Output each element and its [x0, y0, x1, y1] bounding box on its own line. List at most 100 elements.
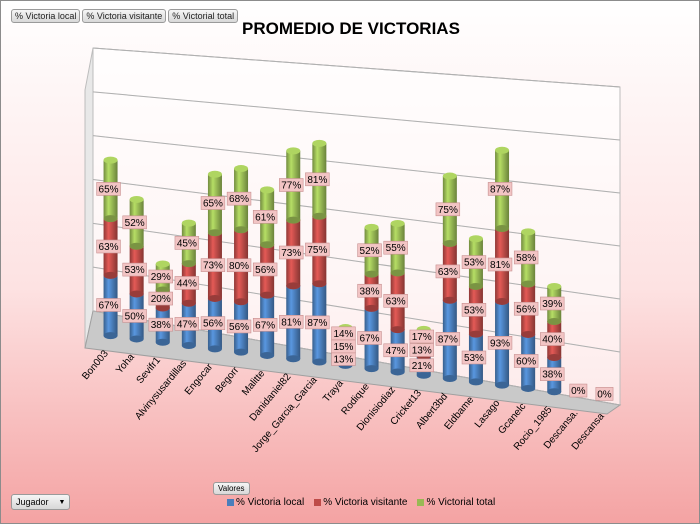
data-label-text: 13%: [412, 346, 432, 357]
legend-label-total: % Victorial total: [426, 497, 496, 508]
data-label: 17%: [409, 329, 434, 344]
data-label: 65%: [96, 182, 121, 196]
jugador-field-dropdown[interactable]: Jugador ▼: [11, 494, 71, 510]
category-label: Sevifr1: [135, 355, 164, 386]
bar-segment-bottom: [286, 355, 301, 363]
bar-segment-bottom: [312, 212, 327, 220]
data-label-box: [383, 293, 408, 308]
data-label-text: 14%: [333, 329, 353, 340]
data-label-box: [331, 326, 356, 341]
data-label-box: [383, 343, 408, 358]
data-label: 13%: [331, 352, 356, 366]
values-field-button[interactable]: Valores: [213, 482, 250, 495]
data-label-box: [122, 309, 147, 323]
data-label-box: [122, 262, 147, 277]
data-label: 38%: [357, 283, 382, 298]
legend-label-visitante: % Victoria visitante: [323, 497, 408, 508]
bar-segment-bottom: [442, 375, 457, 383]
bar-stack: [103, 156, 118, 340]
data-label: 81%: [305, 172, 330, 187]
bar-segment-bottom: [390, 368, 405, 376]
data-label-box: [513, 301, 539, 316]
data-label-box: [305, 172, 330, 187]
data-label: 0%: [569, 383, 588, 398]
data-label-text: 75%: [438, 205, 458, 216]
data-label-box: [305, 242, 330, 257]
data-label: 40%: [540, 332, 565, 346]
data-label-text: 63%: [438, 267, 458, 278]
bar-segment-bottom: [234, 298, 249, 306]
bar-segment-bottom: [547, 388, 562, 396]
left-wall: [84, 47, 94, 349]
data-label: 38%: [148, 317, 173, 332]
data-label: 56%: [513, 301, 539, 316]
bar-segment-bottom: [442, 296, 457, 304]
data-label-text: 53%: [464, 258, 484, 269]
bar-segment-top: [234, 165, 249, 173]
data-label-box: [279, 178, 304, 192]
filter-victoria-local-button[interactable]: % Victoria local: [11, 9, 81, 23]
data-label-text: 44%: [177, 278, 197, 289]
bar-segment-bottom: [260, 241, 275, 249]
data-label: 29%: [148, 269, 173, 284]
data-label-text: 40%: [542, 335, 562, 346]
data-label: 13%: [409, 343, 434, 357]
gridline: [92, 135, 621, 194]
filter-victoria-visitante-button[interactable]: % Victoria visitante: [82, 9, 167, 23]
bar-segment-bottom: [312, 358, 327, 366]
filter-victorial-total-button[interactable]: % Victorial total: [168, 9, 239, 23]
bar-segment-bottom: [495, 381, 510, 389]
data-label-text: 20%: [151, 294, 171, 305]
data-labels: 67% 63% 65% 50% 53% 52% 38% 20% 29% 47% 44% 45% 56% 7…: [96, 172, 614, 401]
bar-segment-bottom: [442, 240, 457, 248]
data-label: 60%: [513, 354, 539, 368]
data-label-box: [487, 182, 513, 196]
bar-segment-top: [495, 146, 510, 154]
data-label-text: 58%: [516, 253, 536, 264]
data-label-box: [513, 354, 539, 368]
data-label: 73%: [200, 258, 226, 272]
data-label-box: [252, 262, 278, 277]
bar-segment-bottom: [181, 342, 196, 350]
data-label: 87%: [305, 315, 330, 330]
data-label: 73%: [279, 245, 304, 260]
legend: % Victoria local % Victoria visitante % …: [227, 497, 495, 508]
bar-segment-bottom: [286, 282, 301, 290]
data-label-box: [96, 239, 121, 254]
data-label-text: 73%: [281, 248, 301, 259]
data-label-box: [226, 319, 252, 334]
data-label-box: [200, 316, 226, 330]
bar-segment-top: [312, 139, 327, 147]
data-label: 80%: [226, 258, 252, 273]
data-label-text: 61%: [255, 212, 275, 223]
bar-segment-top: [547, 282, 562, 290]
data-label-text: 13%: [333, 355, 353, 366]
category-label: Yoha: [114, 351, 137, 376]
data-label-text: 87%: [490, 184, 510, 195]
bar-segment-top: [155, 260, 170, 268]
data-label-text: 52%: [360, 246, 380, 257]
legend-swatch-total: [417, 499, 425, 506]
legend-item-total: % Victorial total: [417, 497, 495, 508]
data-label-box: [96, 182, 121, 196]
bar-segment-bottom: [260, 351, 275, 359]
data-label-box: [435, 202, 461, 217]
data-label-text: 45%: [177, 238, 197, 249]
data-label: 56%: [226, 319, 252, 334]
data-label-box: [435, 264, 461, 279]
data-label: 55%: [383, 240, 408, 255]
bar-segment-bottom: [390, 326, 405, 334]
bar-segment-top: [181, 219, 196, 227]
data-label-text: 75%: [307, 245, 327, 256]
bar-segment-top: [521, 228, 536, 236]
data-label: 67%: [252, 317, 278, 332]
data-label-text: 60%: [516, 356, 536, 367]
bar-segment-bottom: [103, 271, 118, 279]
data-label-text: 87%: [438, 334, 458, 345]
data-label-text: 68%: [229, 194, 249, 205]
data-label-box: [409, 358, 434, 373]
data-label-text: 38%: [360, 286, 380, 297]
data-label: 53%: [461, 255, 487, 269]
category-label: Lasago: [473, 398, 503, 431]
